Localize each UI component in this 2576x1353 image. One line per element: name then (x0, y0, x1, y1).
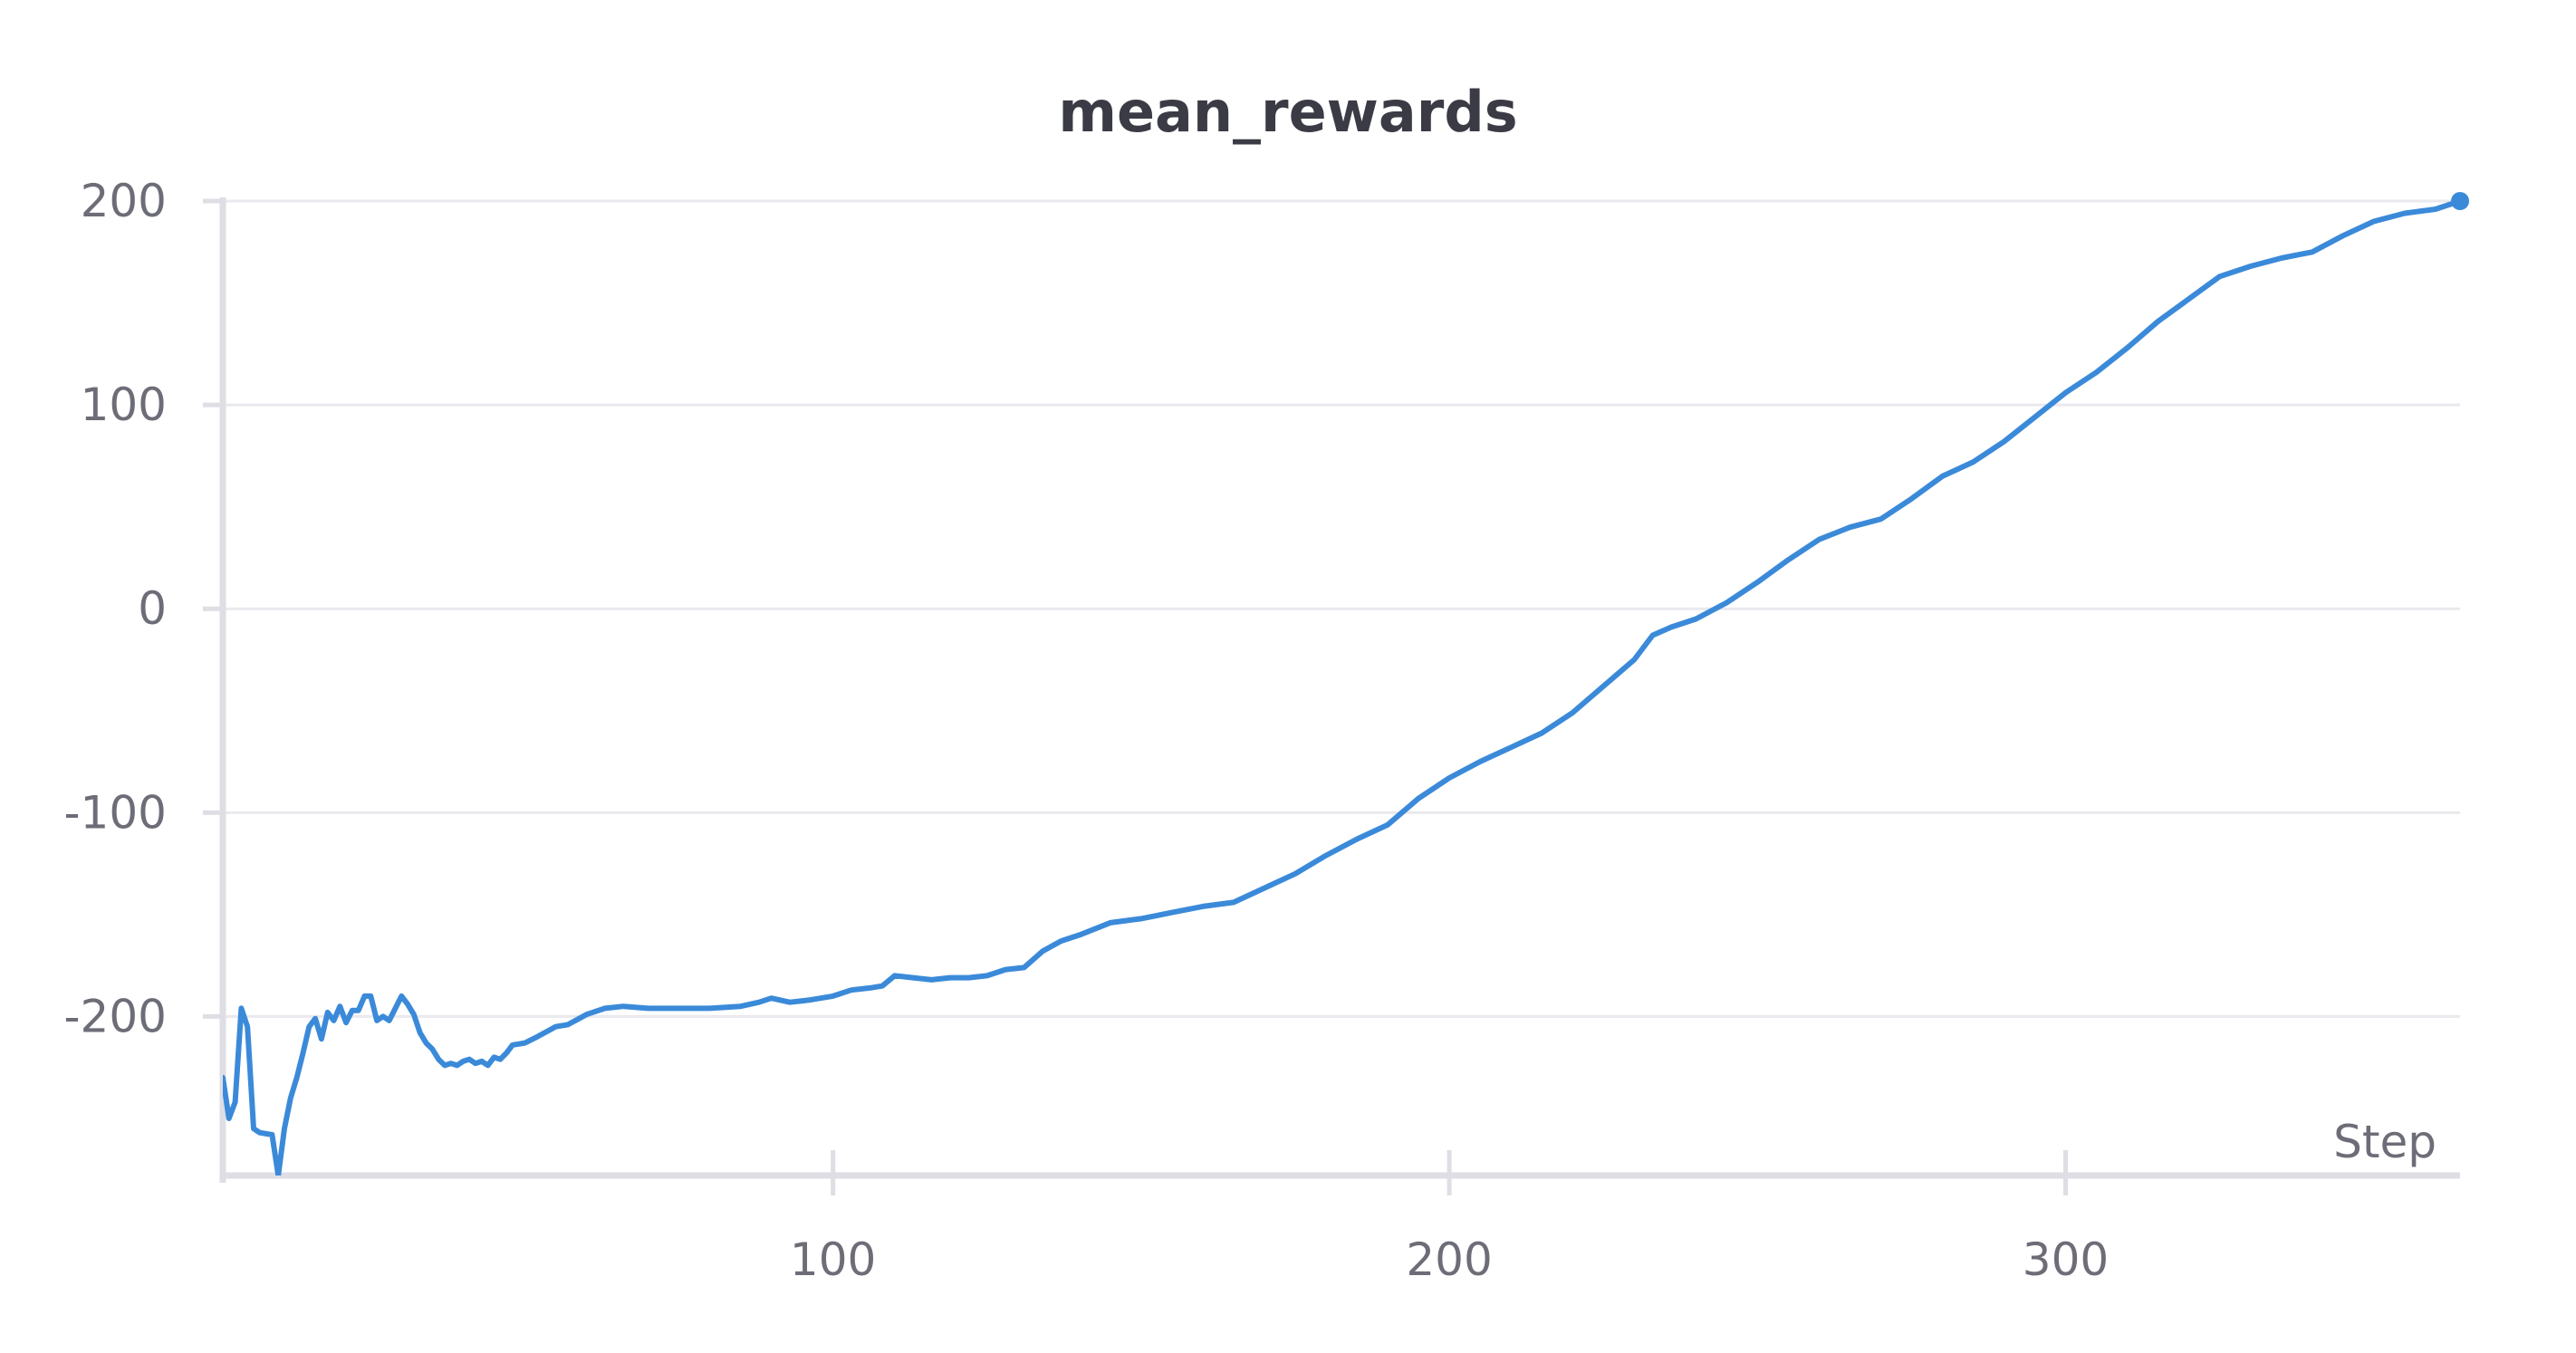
axes (203, 197, 2460, 1195)
grid-lines (223, 199, 2460, 1018)
series-layer (223, 192, 2469, 1175)
y-tick-label: 200 (81, 175, 167, 227)
y-tick-label: 0 (138, 582, 167, 635)
y-tick-label: 100 (81, 379, 167, 431)
series-endpoint-marker[interactable] (2451, 192, 2469, 210)
tick-labels: 200 100 0 -100 -200 100 200 300 (64, 175, 2110, 1286)
chart-title: mean_rewards (1058, 79, 1517, 145)
x-tick-label: 100 (790, 1233, 876, 1286)
series-line (223, 198, 2463, 1175)
x-tick-label: 300 (2023, 1233, 2109, 1286)
x-axis-label: Step (2333, 1116, 2437, 1168)
x-tick-label: 200 (1406, 1233, 1492, 1286)
y-tick-label: -200 (64, 990, 167, 1042)
y-tick-label: -100 (64, 786, 167, 839)
